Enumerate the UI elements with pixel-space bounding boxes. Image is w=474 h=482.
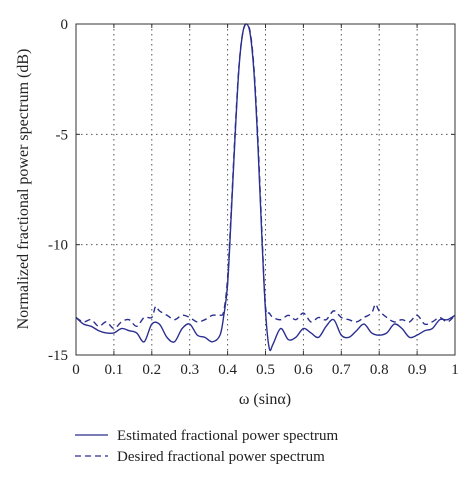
y-axis-label: Normalized fractional power spectrum (dB… [15,49,32,330]
tick-marks [75,23,456,356]
desired-spectrum-line [75,23,456,330]
legend: Estimated fractional power spectrum Desi… [75,428,339,465]
x-tick-label: 0.5 [256,362,275,378]
x-axis-label: ω (sinα) [239,391,291,408]
legend-label-desired: Desired fractional power spectrum [117,449,325,465]
x-tick-label: 0.1 [105,362,124,378]
x-tick-label: 0.3 [180,362,199,378]
x-tick-label: 1 [451,362,459,378]
legend-label-estimated: Estimated fractional power spectrum [117,428,339,444]
x-tick-label: 0.6 [294,362,313,378]
x-tick-label: 0 [72,362,80,378]
x-tick-label: 0.8 [370,362,389,378]
x-tick-label: 0.4 [218,362,237,378]
x-tick-label: 0.7 [332,362,351,378]
x-tick-label: 0.2 [142,362,161,378]
grid [76,24,455,355]
x-tick-label: 0.9 [408,362,427,378]
y-tick-label: -15 [48,348,68,364]
series-layer [75,23,456,352]
y-tick-label: 0 [61,17,69,33]
y-tick-label: -10 [48,238,68,254]
y-tick-label: -5 [56,127,69,143]
tick-labels: 0 0.1 0.2 0.3 0.4 0.5 0.6 0.7 0.8 0.9 1 0 -5 -10 -15 [48,17,459,378]
